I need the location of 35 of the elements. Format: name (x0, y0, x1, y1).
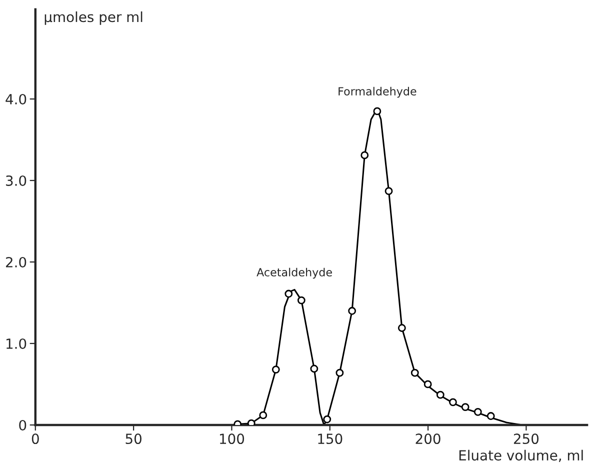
point (398, 324, 406, 332)
x-tick-label: 50 (126, 434, 142, 444)
point (297, 296, 306, 304)
point (323, 415, 332, 424)
point (360, 151, 369, 160)
y-tick-label: 0 (19, 420, 26, 430)
y-tick-label: 2.0 (6, 256, 26, 268)
point (436, 390, 444, 399)
point (336, 368, 344, 377)
point (486, 412, 495, 420)
point (284, 290, 293, 298)
point (424, 380, 432, 388)
point (474, 408, 482, 416)
point (373, 107, 382, 116)
y-tick-label: 3.0 (6, 175, 26, 186)
point (259, 411, 268, 420)
y-tick-label: 4.0 (6, 94, 26, 104)
point (449, 398, 457, 406)
point (410, 368, 419, 377)
x-tick-label: 0 (32, 434, 39, 444)
point (461, 403, 470, 411)
point (348, 306, 356, 315)
annotation: Formaldehyde (338, 86, 416, 98)
x-tick-label: 200 (416, 434, 440, 444)
point (247, 419, 256, 425)
x-axis-title: Eluate volume, ml (459, 450, 583, 462)
point (272, 366, 280, 374)
x-tick-label: 150 (318, 434, 342, 444)
annotation: Acetaldehyde (256, 268, 332, 279)
y-tick-label: 1.0 (6, 338, 26, 349)
y-axis-title: µmoles per ml (44, 11, 142, 25)
point (384, 187, 393, 196)
x-tick-label: 250 (514, 434, 539, 444)
x-tick-label: 100 (220, 434, 244, 444)
point (310, 364, 318, 373)
